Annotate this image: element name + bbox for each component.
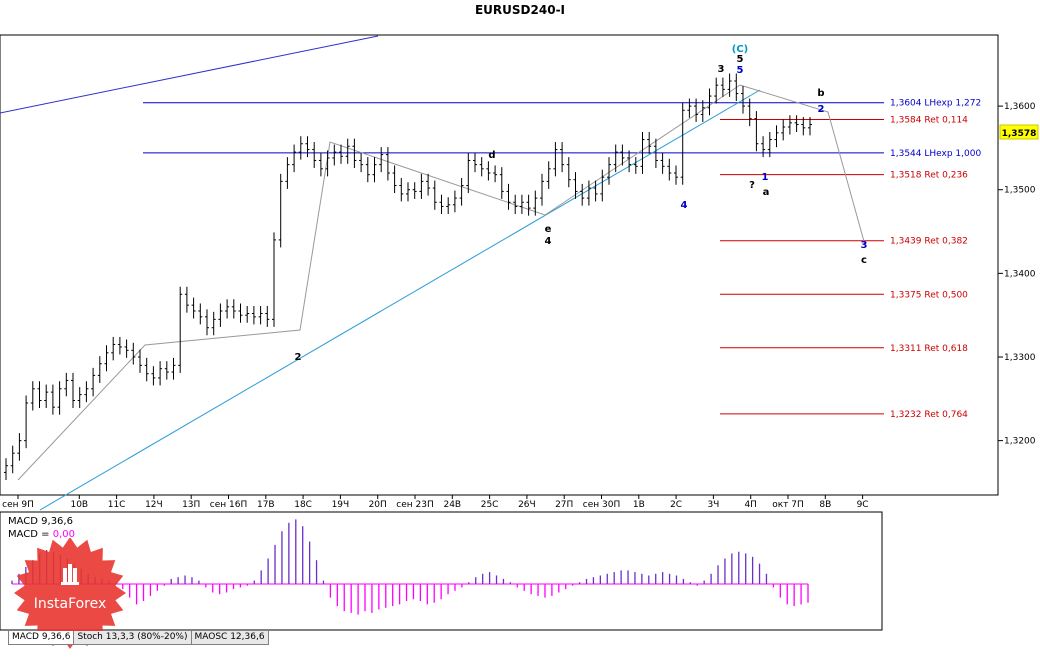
wave-label: 3 — [718, 64, 725, 75]
indicator-panel-frame — [0, 511, 883, 631]
wave-label: 2 — [295, 352, 302, 363]
wave-label: 4 — [545, 236, 552, 247]
time-tick-label: 17В — [257, 500, 275, 510]
time-tick-label: 8В — [819, 500, 831, 510]
levels-layer: 1,3604 LHexp 1,272 1,3584 Ret 0,114 1,3544… — [143, 99, 981, 420]
wave-label: a — [763, 187, 770, 198]
wave-label: 1 — [762, 172, 769, 183]
current-price-label: 1,3578 — [1002, 129, 1037, 139]
level-label: 1,3375 Ret 0,500 — [890, 290, 968, 300]
time-tick-label: сен 9П — [2, 500, 34, 510]
wave-label: d — [488, 150, 495, 161]
macd-title: MACD 9,36,6 — [8, 516, 73, 527]
wave-label: b — [817, 88, 824, 99]
time-tick-label: окт 7П — [772, 500, 804, 510]
time-tick-label: 20П — [369, 500, 387, 510]
price-tick-label: 1,3300 — [1004, 353, 1036, 363]
level-label: 1,3518 Ret 0,236 — [890, 171, 968, 181]
current-price-badge — [999, 124, 1039, 140]
time-tick-label: 10В — [70, 500, 88, 510]
time-tick-label: 24В — [443, 500, 461, 510]
trendlines-layer — [0, 35, 866, 511]
wave-label: ? — [749, 180, 755, 191]
time-tick-label: 25С — [481, 500, 499, 510]
time-tick-label: сен 23П — [396, 500, 433, 510]
tab-macd[interactable]: MACD 9,36,6 — [8, 631, 75, 645]
level-label: 1,3311 Ret 0,618 — [890, 344, 968, 354]
wave-label: 3 — [861, 240, 868, 251]
macd-line2-label: MACD = 0,00 — [8, 529, 75, 540]
price-tick-label: 1,3200 — [1004, 437, 1036, 447]
time-tick-label: сен 30П — [583, 500, 620, 510]
time-tick-label: 19Ч — [332, 500, 350, 510]
channel-trendline — [39, 89, 761, 511]
brand-name: InstaForex — [34, 596, 107, 612]
level-label: 1,3604 LHexp 1,272 — [890, 99, 981, 109]
tab-maosc[interactable]: MAOSC 12,36,6 — [190, 631, 269, 645]
price-tick-label: 1,3500 — [1004, 186, 1036, 196]
time-tick-label: 13П — [182, 500, 200, 510]
time-tick-label: 11С — [108, 500, 126, 510]
time-tick-label: 2С — [670, 500, 682, 510]
price-tick-label: 1,3600 — [1004, 102, 1036, 112]
tab-stoch[interactable]: Stoch 13,3,3 (80%-20%) — [73, 631, 192, 645]
wave-label: 5 — [737, 65, 744, 76]
level-label: 1,3232 Ret 0,764 — [890, 410, 968, 420]
wave-path — [17, 84, 866, 481]
level-label: 1,3439 Ret 0,382 — [890, 237, 968, 247]
wave-label: 2 — [818, 104, 825, 115]
wave-label: 5 — [737, 54, 744, 65]
time-tick-label: сен 16П — [210, 500, 247, 510]
time-axis: сен 9П 10В 11С 12Ч 13П сен 16П 17В 18С 19Ч 20П сен… — [2, 495, 869, 510]
time-tick-label: 18С — [294, 500, 312, 510]
time-tick-label: 9С — [857, 500, 869, 510]
indicator-tabs: MACD 9,36,6 Stoch 13,3,3 (80%-20%) MAOSC… — [8, 631, 269, 645]
instaforex-logo: InstaForex — [14, 538, 126, 649]
wave-label: 4 — [681, 200, 688, 211]
time-tick-label: 27П — [555, 500, 573, 510]
candles-layer — [4, 73, 812, 480]
level-label: 1,3544 LHexp 1,000 — [890, 149, 981, 159]
time-tick-label: 12Ч — [145, 500, 163, 510]
price-axis: 1,3200 1,3300 1,3400 1,3500 1,3600 — [997, 35, 1036, 495]
chart-title: EURUSD240-I — [475, 3, 565, 17]
price-tick-label: 1,3400 — [1004, 269, 1036, 279]
wave-label: c — [861, 255, 867, 266]
wave-label: (C) — [732, 44, 748, 55]
time-tick-label: 26Ч — [518, 500, 536, 510]
level-label: 1,3584 Ret 0,114 — [890, 115, 968, 125]
time-tick-label: 4П — [744, 500, 757, 510]
time-tick-label: 1В — [633, 500, 645, 510]
main-plot-frame — [0, 34, 999, 496]
upper-trendline — [0, 35, 379, 114]
wave-label: e — [545, 224, 552, 235]
time-tick-label: 3Ч — [707, 500, 719, 510]
